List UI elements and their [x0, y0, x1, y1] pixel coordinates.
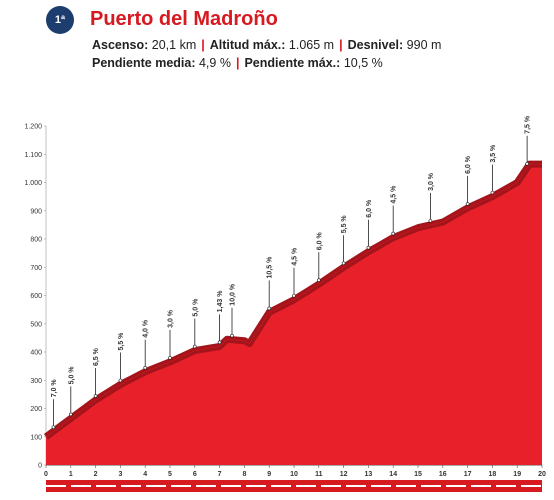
- y-tick-label: 300: [30, 378, 42, 385]
- y-tick-label: 1.200: [24, 124, 42, 131]
- gradient-dot: [143, 365, 147, 370]
- gradient-label: 6,0 %: [316, 232, 323, 251]
- x-tick-label: 2: [94, 471, 98, 478]
- y-tick-label: 400: [30, 350, 42, 357]
- gradient-dot: [230, 333, 234, 338]
- stat-value: 1.065 m: [288, 38, 335, 52]
- bottom-strip: [46, 480, 542, 492]
- x-tick-label: 15: [414, 471, 422, 478]
- gradient-dot: [391, 231, 396, 236]
- x-tick-label: 12: [340, 471, 348, 478]
- x-tick-label: 5: [168, 471, 172, 478]
- x-tick-label: 9: [267, 471, 271, 478]
- y-tick-label: 800: [30, 237, 42, 244]
- x-tick-label: 6: [193, 471, 197, 478]
- stat-label: Pendiente máx.:: [244, 56, 341, 70]
- gradient-dot: [292, 293, 296, 298]
- x-tick-label: 7: [218, 471, 222, 478]
- gradient-dot: [490, 190, 495, 195]
- x-tick-label: 8: [242, 471, 246, 478]
- gradient-dot: [316, 278, 321, 283]
- stat-value: 990 m: [406, 38, 442, 52]
- profile-line: [45, 163, 542, 438]
- stat-value: 10,5 %: [343, 56, 383, 70]
- gradient-label: 7,5 %: [525, 115, 532, 134]
- x-tick-label: 3: [118, 471, 122, 478]
- category-badge: 1ª: [46, 6, 74, 34]
- gradient-label: 3,0 %: [428, 172, 435, 191]
- stats-row: Pendiente media: 4,9 % | Pendiente máx.: 1…: [92, 56, 383, 70]
- x-tick-label: 13: [365, 471, 373, 478]
- gradient-dot: [366, 245, 371, 250]
- stat-label: Desnivel:: [347, 38, 404, 52]
- y-tick-label: 500: [30, 321, 42, 328]
- y-tick-label: 700: [30, 265, 42, 272]
- gradient-label: 10,0 %: [230, 283, 237, 306]
- gradient-dot: [93, 394, 98, 398]
- y-tick-label: 200: [30, 406, 42, 413]
- climb-title: Puerto del Madroño: [90, 8, 278, 30]
- x-tick-label: 14: [389, 471, 397, 478]
- x-tick-label: 10: [290, 471, 298, 478]
- gradient-dot: [69, 412, 73, 417]
- gradient-label: 1,43 %: [217, 290, 224, 313]
- x-tick-label: 20: [538, 471, 546, 478]
- header: 1ª Puerto del Madroño Ascenso: 20,1 km | A…: [0, 0, 554, 80]
- x-tick-label: 16: [439, 471, 447, 478]
- stat-label: Ascenso:: [92, 38, 149, 52]
- x-tick-label: 0: [44, 471, 48, 478]
- stat-value: 4,9 %: [198, 56, 231, 70]
- gradient-label: 4,0 %: [143, 319, 150, 338]
- gradient-label: 6,0 %: [465, 155, 472, 174]
- gradient-label: 6,0 %: [366, 199, 373, 218]
- gradient-label: 4,5 %: [391, 185, 398, 204]
- y-tick-label: 100: [30, 434, 42, 441]
- gradient-label: 10,5 %: [267, 256, 274, 279]
- stat-label: Altitud máx.:: [209, 38, 286, 52]
- stat-label: Pendiente media:: [92, 56, 196, 70]
- stat-value: 20,1 km: [151, 38, 197, 52]
- x-tick-label: 17: [464, 471, 472, 478]
- x-tick-label: 19: [513, 471, 521, 478]
- y-tick-label: 600: [30, 293, 42, 300]
- x-tick-label: 1: [69, 471, 73, 478]
- y-tick-label: 0: [38, 463, 42, 470]
- gradient-label: 4,5 %: [292, 247, 299, 266]
- gradient-label: 3,5 %: [490, 144, 497, 163]
- x-tick-label: 18: [489, 471, 497, 478]
- x-tick-label: 11: [315, 471, 323, 478]
- x-tick-label: 4: [143, 471, 147, 478]
- gradient-dot: [267, 306, 272, 311]
- gradient-label: 3,0 %: [168, 309, 175, 328]
- gradient-dot: [341, 261, 346, 266]
- gradient-dot: [193, 344, 197, 349]
- gradient-label: 5,5 %: [341, 215, 348, 234]
- gradient-dot: [525, 162, 529, 166]
- gradient-dot: [118, 378, 123, 383]
- gradient-label: 5,0 %: [192, 298, 199, 317]
- gradient-dot: [428, 219, 433, 223]
- gradient-label: 5,0 %: [68, 366, 75, 385]
- y-tick-label: 900: [30, 208, 42, 215]
- gradient-label: 5,5 %: [118, 332, 125, 351]
- gradient-dot: [168, 356, 172, 360]
- stats-row: Ascenso: 20,1 km | Altitud máx.: 1.065 m | D…: [92, 38, 442, 52]
- profile-area: [46, 164, 542, 465]
- y-tick-label: 1.000: [24, 180, 42, 187]
- gradient-dot: [465, 202, 470, 206]
- gradient-dot: [217, 340, 222, 345]
- gradient-dot: [51, 425, 56, 430]
- gradient-label: 6,5 %: [93, 347, 100, 366]
- gradient-label: 7,0 %: [51, 379, 58, 398]
- y-tick-label: 1.100: [24, 152, 42, 159]
